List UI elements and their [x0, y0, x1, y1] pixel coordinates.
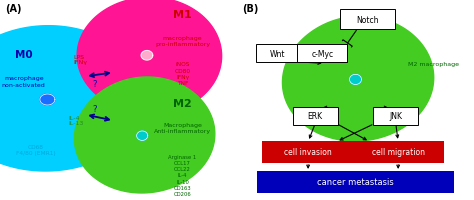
Text: LPS
IFNγ: LPS IFNγ	[73, 54, 88, 65]
Text: ERK: ERK	[308, 112, 323, 120]
Text: CD68
F4/80 (EMR1): CD68 F4/80 (EMR1)	[16, 144, 55, 155]
Text: M2 macrophage: M2 macrophage	[408, 62, 459, 66]
FancyBboxPatch shape	[340, 10, 394, 30]
Text: M0: M0	[15, 50, 33, 60]
Text: Arginase 1
CCL17
CCL22
IL-4
IL-10
CD163
CD206: Arginase 1 CCL17 CCL22 IL-4 IL-10 CD163 …	[168, 154, 197, 196]
Text: Macrophage
Anti-inflammatory: Macrophage Anti-inflammatory	[154, 122, 211, 133]
Text: cell invasion: cell invasion	[284, 148, 332, 156]
Text: (B): (B)	[242, 4, 258, 14]
Text: macrophage
pro-inflammatory: macrophage pro-inflammatory	[155, 36, 210, 47]
Polygon shape	[74, 78, 215, 193]
Polygon shape	[0, 27, 146, 171]
Text: JNK: JNK	[389, 112, 402, 120]
FancyBboxPatch shape	[262, 141, 354, 163]
Text: cell migration: cell migration	[372, 148, 425, 156]
FancyBboxPatch shape	[352, 141, 444, 163]
Text: c-Myc: c-Myc	[311, 50, 333, 58]
FancyBboxPatch shape	[256, 45, 299, 63]
Text: M2: M2	[173, 98, 192, 108]
Text: iNOS
CD80
IFNγ
TNF: iNOS CD80 IFNγ TNF	[174, 62, 191, 85]
Text: Notch: Notch	[356, 16, 379, 24]
Text: (A): (A)	[5, 4, 21, 14]
FancyBboxPatch shape	[257, 171, 454, 193]
Text: ?: ?	[92, 104, 97, 113]
Text: cancer metastasis: cancer metastasis	[317, 178, 394, 186]
Text: IL-4
IL-13: IL-4 IL-13	[69, 115, 84, 126]
FancyBboxPatch shape	[292, 107, 337, 125]
Polygon shape	[40, 95, 55, 105]
Text: macrophage
non-activated: macrophage non-activated	[2, 76, 46, 87]
Polygon shape	[141, 51, 153, 61]
Polygon shape	[137, 131, 148, 141]
Polygon shape	[283, 17, 434, 141]
Polygon shape	[349, 75, 362, 85]
Text: ?: ?	[92, 80, 97, 89]
FancyBboxPatch shape	[373, 107, 419, 125]
Text: M1: M1	[173, 10, 192, 20]
Text: Wnt: Wnt	[270, 50, 285, 58]
Polygon shape	[77, 0, 222, 115]
FancyBboxPatch shape	[298, 45, 347, 63]
